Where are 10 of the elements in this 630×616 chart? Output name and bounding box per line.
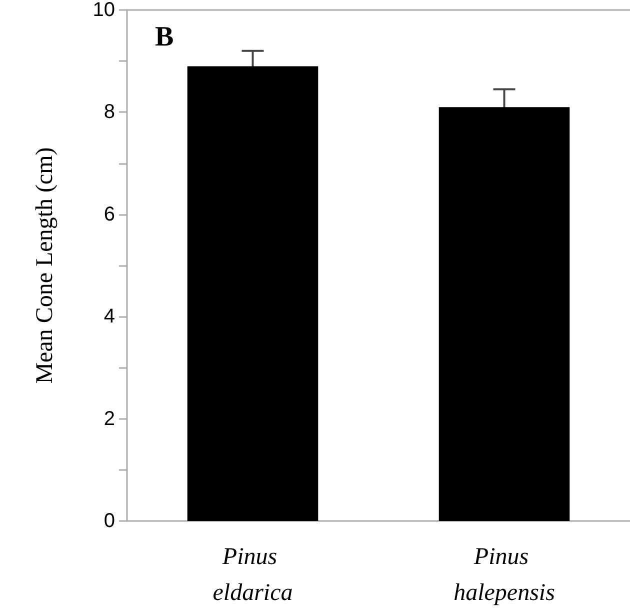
y-tick-label: 0 bbox=[104, 510, 115, 532]
chart-title: B bbox=[155, 22, 174, 52]
x-tick-label: Pinus halepensis bbox=[454, 544, 555, 606]
y-tick-label: 4 bbox=[104, 306, 115, 328]
y-axis-title: Mean Cone Length (cm) bbox=[32, 147, 58, 384]
y-tick-label: 6 bbox=[104, 203, 115, 226]
y-tick-label: 8 bbox=[104, 101, 115, 124]
y-tick-label: 2 bbox=[104, 408, 115, 430]
y-tick-label: 10 bbox=[92, 0, 115, 21]
x-tick-label: Pinus eldarica bbox=[212, 544, 293, 606]
